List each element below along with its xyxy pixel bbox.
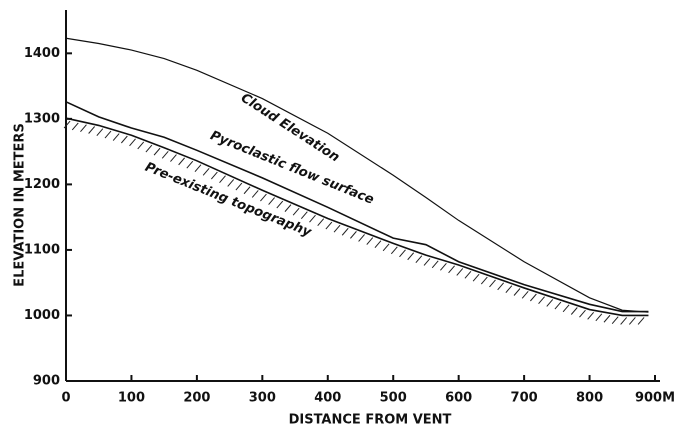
hatch (309, 214, 316, 223)
line (65, 117, 649, 317)
line (65, 37, 649, 313)
y-tick-label: 1400 (24, 46, 60, 61)
hatch (243, 186, 251, 195)
hatch (194, 164, 202, 172)
hatch (186, 160, 194, 169)
hatch (620, 317, 628, 325)
hatch (407, 252, 415, 261)
hatch (178, 157, 185, 166)
hatch (497, 282, 505, 291)
hatch (366, 237, 374, 245)
hatch (161, 151, 169, 159)
hatch (521, 290, 529, 299)
hatch (210, 171, 218, 180)
hatch (423, 258, 431, 266)
hatch (505, 285, 513, 293)
hatch (350, 231, 357, 239)
x-tick-label: 600 (445, 391, 472, 406)
y-tick-label: 1100 (24, 242, 60, 257)
hatch (480, 276, 488, 285)
hatch (325, 221, 333, 230)
x-tick-label: 0 (61, 391, 70, 406)
hatch (170, 154, 177, 162)
y-axis-label: ELEVATION IN METERS (13, 123, 28, 287)
y-tick-label: 900 (33, 374, 60, 389)
hatch (260, 193, 267, 202)
hatch (88, 126, 96, 134)
hatch (120, 135, 128, 144)
x-tick-label: 900M (635, 391, 675, 406)
hatch (276, 200, 284, 209)
x-axis-label: DISTANCE FROM VENT (289, 413, 452, 428)
hatch (464, 270, 472, 279)
hatch (637, 317, 645, 325)
hatch (71, 122, 79, 131)
x-tick-label: 700 (511, 391, 538, 406)
hatch (579, 309, 586, 318)
hatch (358, 234, 365, 242)
y-tick-label: 1000 (24, 308, 60, 323)
x-tick-label: 100 (118, 391, 145, 406)
hatch (415, 255, 423, 264)
hatch (341, 227, 349, 236)
hatch (227, 179, 235, 187)
hatch (554, 301, 562, 310)
hatch (570, 307, 578, 315)
hatch (80, 124, 87, 133)
hatch (112, 133, 120, 141)
hatch (153, 147, 161, 156)
line (65, 101, 649, 313)
hatch (317, 218, 325, 227)
x-tick-label: 400 (314, 391, 341, 406)
hatch (399, 249, 406, 258)
hatch (431, 260, 439, 269)
x-tick-label: 200 (183, 391, 210, 406)
hatch (595, 313, 603, 322)
hatch (628, 317, 636, 325)
y-tick-label: 1300 (24, 111, 60, 126)
hatch (333, 224, 341, 233)
y-tick-label: 1200 (24, 177, 60, 192)
hatch (546, 299, 554, 307)
x-tick-label: 800 (576, 391, 603, 406)
hatch (382, 243, 390, 252)
hatch (300, 211, 308, 219)
hatch (374, 240, 382, 249)
hatch (603, 314, 611, 323)
hatch (235, 182, 243, 191)
hatch (390, 246, 398, 255)
hatch (513, 288, 521, 296)
x-tick-label: 300 (249, 391, 276, 406)
hatch (562, 304, 570, 313)
hatch (137, 141, 145, 150)
hatch (611, 316, 619, 325)
hatch (202, 168, 210, 176)
hatch (472, 273, 480, 282)
hatch (456, 268, 464, 276)
hatch (448, 265, 455, 274)
hatch (489, 279, 496, 288)
hatch (63, 120, 71, 129)
hatch (219, 175, 226, 184)
hatch (96, 128, 104, 136)
hatch (284, 204, 292, 212)
hatch (292, 207, 300, 216)
hatch (251, 190, 259, 198)
hatch (104, 130, 112, 139)
hatch (129, 138, 136, 147)
hatch (530, 293, 537, 302)
hatch (538, 296, 545, 305)
hatch (440, 262, 447, 271)
hatch (145, 144, 153, 153)
hatch (587, 311, 595, 320)
hatch (268, 197, 275, 205)
x-tick-label: 500 (380, 391, 407, 406)
